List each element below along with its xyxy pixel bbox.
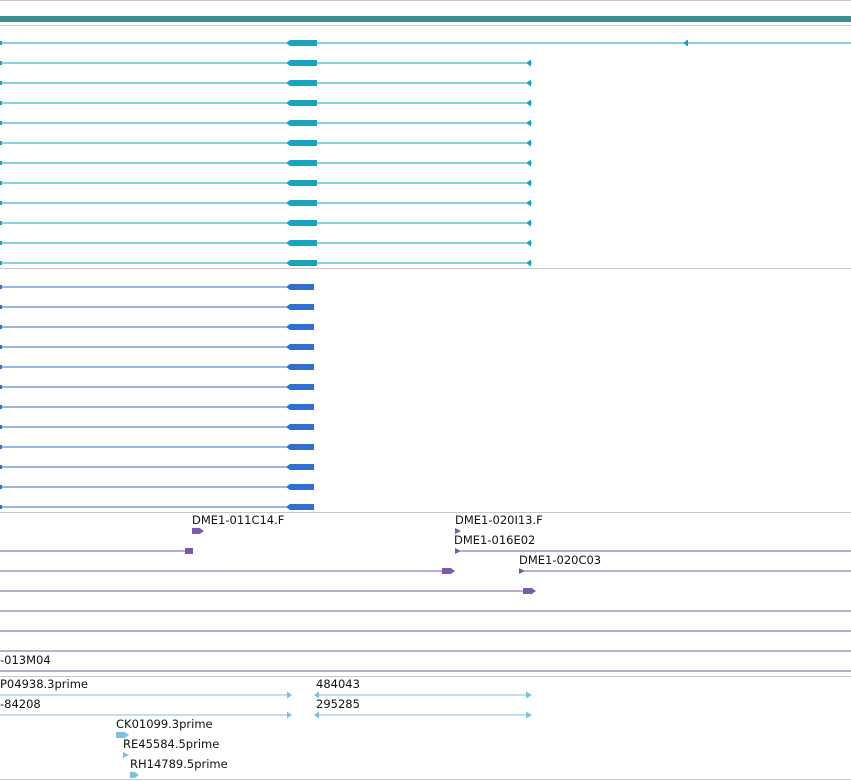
label-84208: -84208	[0, 697, 41, 711]
teal-transcript-exon	[286, 240, 317, 246]
purple-feature-block	[442, 568, 450, 574]
label-484043: 484043	[316, 677, 360, 691]
blue-transcript-start	[0, 305, 2, 309]
blue-transcript-start	[0, 385, 2, 389]
label-ck01099-3prime: CK01099.3prime	[116, 717, 213, 731]
purple-feature-block	[523, 588, 531, 594]
teal-transcript-exon	[286, 200, 317, 206]
teal-transcript-end-arrow	[526, 219, 531, 227]
purple-feature-arrow	[455, 528, 461, 534]
teal-transcript-end-arrow	[526, 179, 531, 187]
blue-transcript-exon	[286, 404, 314, 410]
light-blue-feature-arrow	[526, 691, 532, 699]
light-blue-feature-arrow	[134, 771, 139, 779]
blue-transcript-start	[0, 465, 2, 469]
purple-feature-block	[192, 528, 200, 534]
teal-transcript-exon	[286, 60, 317, 66]
teal-transcript-start	[0, 81, 2, 85]
teal-transcript-exon	[286, 260, 317, 266]
blue-transcript-exon	[286, 444, 314, 450]
teal-transcript-exon	[286, 100, 317, 106]
teal-transcript-exon	[286, 180, 317, 186]
teal-transcript-end-arrow	[526, 239, 531, 247]
teal-transcript-start	[0, 141, 2, 145]
teal-transcript-start	[0, 241, 2, 245]
purple-feature-arrow	[199, 527, 204, 535]
teal-transcript-start	[0, 181, 2, 185]
teal-transcript-start	[0, 201, 2, 205]
teal-transcript-exon	[286, 220, 317, 226]
purple-feature-block	[185, 548, 193, 554]
label-dme1-020i13-f: DME1-020I13.F	[455, 513, 543, 527]
blue-transcript-exon	[286, 484, 314, 490]
teal-transcript-exon	[286, 40, 317, 46]
teal-transcript-end-arrow	[526, 259, 531, 267]
teal-transcript-start	[0, 161, 2, 165]
blue-transcript-exon	[286, 364, 314, 370]
purple-feature-arrow	[450, 567, 455, 575]
teal-transcript-start	[0, 261, 2, 265]
teal-transcript-end-arrow	[683, 39, 688, 47]
blue-transcript-start	[0, 285, 2, 289]
label-rh14789-5prime: RH14789.5prime	[130, 757, 228, 771]
label-dme1-020c03: DME1-020C03	[519, 553, 601, 567]
header-bar	[0, 16, 851, 22]
label-re45584-5prime: RE45584.5prime	[123, 737, 219, 751]
label-dme1-013m04: -013M04	[0, 653, 51, 667]
blue-transcript-exon	[286, 284, 314, 290]
light-blue-feature-arrow	[287, 711, 292, 719]
teal-transcript-exon	[286, 160, 317, 166]
label-295285: 295285	[316, 697, 360, 711]
light-blue-feature-arrow	[526, 711, 532, 719]
teal-transcript-exon	[286, 120, 317, 126]
blue-transcript-start	[0, 505, 2, 509]
blue-transcript-exon	[286, 464, 314, 470]
blue-transcript-exon	[286, 424, 314, 430]
teal-transcript-start	[0, 121, 2, 125]
teal-transcript-exon	[286, 140, 317, 146]
teal-transcript-end-arrow	[526, 99, 531, 107]
teal-transcript-start	[0, 101, 2, 105]
teal-transcript-end-arrow	[526, 199, 531, 207]
blue-transcript-start	[0, 325, 2, 329]
label-dme1-011c14-f: DME1-011C14.F	[192, 513, 284, 527]
teal-transcript-start	[0, 61, 2, 65]
label-p04938-3prime: P04938.3prime	[0, 677, 88, 691]
light-blue-feature-arrow	[124, 731, 129, 739]
blue-transcript-start	[0, 445, 2, 449]
teal-transcript-start	[0, 41, 2, 45]
blue-transcript-start	[0, 345, 2, 349]
blue-transcript-start	[0, 425, 2, 429]
blue-transcript-start	[0, 485, 2, 489]
purple-feature-arrow	[531, 587, 536, 595]
blue-transcript-start	[0, 365, 2, 369]
teal-transcript-end-arrow	[526, 59, 531, 67]
teal-transcript-end-arrow	[526, 139, 531, 147]
teal-transcript-end-arrow	[526, 159, 531, 167]
teal-transcript-exon	[286, 80, 317, 86]
light-blue-feature-arrow	[287, 691, 292, 699]
teal-transcript-start	[0, 221, 2, 225]
light-blue-feature-arrow	[123, 752, 129, 758]
light-blue-feature-block	[130, 772, 135, 778]
teal-transcript-end-arrow	[526, 119, 531, 127]
light-blue-feature-block	[116, 732, 124, 738]
blue-transcript-exon	[286, 384, 314, 390]
blue-transcript-start	[0, 405, 2, 409]
teal-transcript-end-arrow	[526, 79, 531, 87]
blue-transcript-exon	[286, 324, 314, 330]
blue-transcript-exon	[286, 344, 314, 350]
blue-transcript-exon	[286, 304, 314, 310]
blue-transcript-exon	[286, 504, 314, 510]
label-dme1-016e02: DME1-016E02	[454, 533, 535, 547]
